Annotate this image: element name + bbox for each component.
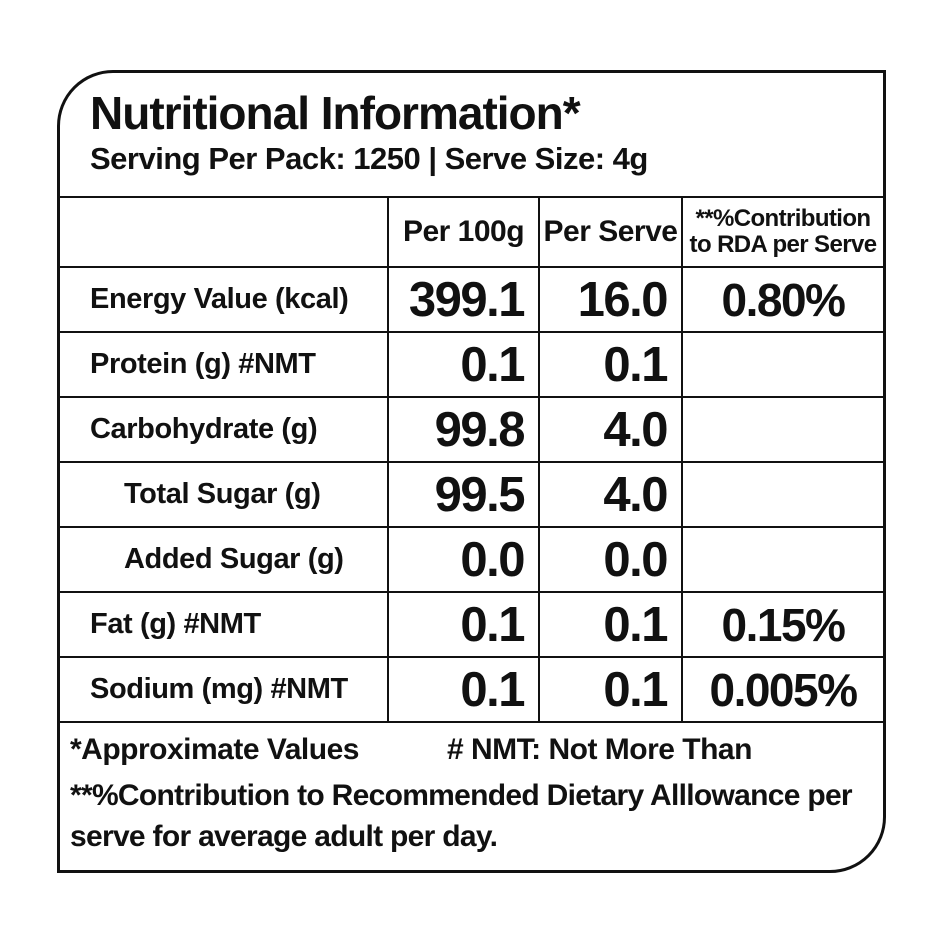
label-header: Nutritional Information* Serving Per Pac… (60, 73, 883, 196)
per-100g-value: 0.1 (387, 593, 538, 658)
rda-contribution-value (681, 528, 883, 593)
rda-note-line-2: serve for average adult per day. (70, 820, 498, 854)
per-serve-value: 4.0 (538, 398, 681, 463)
table-row-protein: Protein (g) #NMT 0.1 0.1 (60, 333, 883, 398)
rda-contribution-value (681, 463, 883, 528)
label-title: Nutritional Information* (90, 87, 581, 139)
per-100g-value: 0.1 (387, 658, 538, 723)
table-row-added-sugar: Added Sugar (g) 0.0 0.0 (60, 528, 883, 593)
nutrition-label: Nutritional Information* Serving Per Pac… (57, 70, 886, 873)
approximate-values-note: *Approximate Values (70, 733, 359, 766)
header-cell-per-100g: Per 100g (387, 198, 538, 268)
per-serve-value: 0.0 (538, 528, 681, 593)
table-row-carbohydrate: Carbohydrate (g) 99.8 4.0 (60, 398, 883, 463)
nutrient-name: Sodium (mg) #NMT (60, 658, 387, 723)
footnote-line-1: *Approximate Values # NMT: Not More Than (70, 733, 873, 767)
footnotes: *Approximate Values # NMT: Not More Than… (60, 723, 883, 858)
rda-contribution-value: 0.005% (681, 658, 883, 723)
per-serve-value: 16.0 (538, 268, 681, 333)
per-100g-value: 0.0 (387, 528, 538, 593)
per-serve-value: 4.0 (538, 463, 681, 528)
per-100g-value: 99.8 (387, 398, 538, 463)
rda-note-line-1: **%Contribution to Recommended Dietary A… (70, 779, 853, 812)
header-cell-rda-contribution: **%Contribution to RDA per Serve (681, 198, 883, 268)
nutrient-name: Fat (g) #NMT (60, 593, 387, 658)
header-cell-per-serve: Per Serve (538, 198, 681, 268)
table-row-fat: Fat (g) #NMT 0.1 0.1 0.15% (60, 593, 883, 658)
nutrition-table: Per 100g Per Serve **%Contribution to RD… (60, 196, 883, 723)
per-100g-header-label: Per 100g (402, 215, 525, 248)
per-100g-value: 99.5 (387, 463, 538, 528)
nutrient-name: Energy Value (kcal) (60, 268, 387, 333)
rda-contribution-value: 0.15% (681, 593, 883, 658)
per-serve-value: 0.1 (538, 333, 681, 398)
rda-contribution-value (681, 398, 883, 463)
rda-header-line1: **%Contribution (695, 205, 872, 233)
per-serve-header-label: Per Serve (543, 215, 678, 248)
nutrient-name: Added Sugar (g) (60, 528, 387, 593)
per-100g-value: 0.1 (387, 333, 538, 398)
table-row-sodium: Sodium (mg) #NMT 0.1 0.1 0.005% (60, 658, 883, 723)
table-row-total-sugar: Total Sugar (g) 99.5 4.0 (60, 463, 883, 528)
nutrient-name: Carbohydrate (g) (60, 398, 387, 463)
label-subtitle: Serving Per Pack: 1250 | Serve Size: 4g (90, 141, 648, 177)
rda-header-line2: to RDA per Serve (689, 231, 878, 258)
table-row-energy: Energy Value (kcal) 399.1 16.0 0.80% (60, 268, 883, 333)
header-cell-nutrient (60, 198, 387, 268)
per-serve-value: 0.1 (538, 658, 681, 723)
nutrient-name: Total Sugar (g) (60, 463, 387, 528)
rda-contribution-value: 0.80% (681, 268, 883, 333)
table-header-row: Per 100g Per Serve **%Contribution to RD… (60, 198, 883, 268)
nutrient-name: Protein (g) #NMT (60, 333, 387, 398)
nmt-definition-note: # NMT: Not More Than (446, 733, 753, 766)
rda-contribution-value (681, 333, 883, 398)
per-100g-value: 399.1 (387, 268, 538, 333)
per-serve-value: 0.1 (538, 593, 681, 658)
